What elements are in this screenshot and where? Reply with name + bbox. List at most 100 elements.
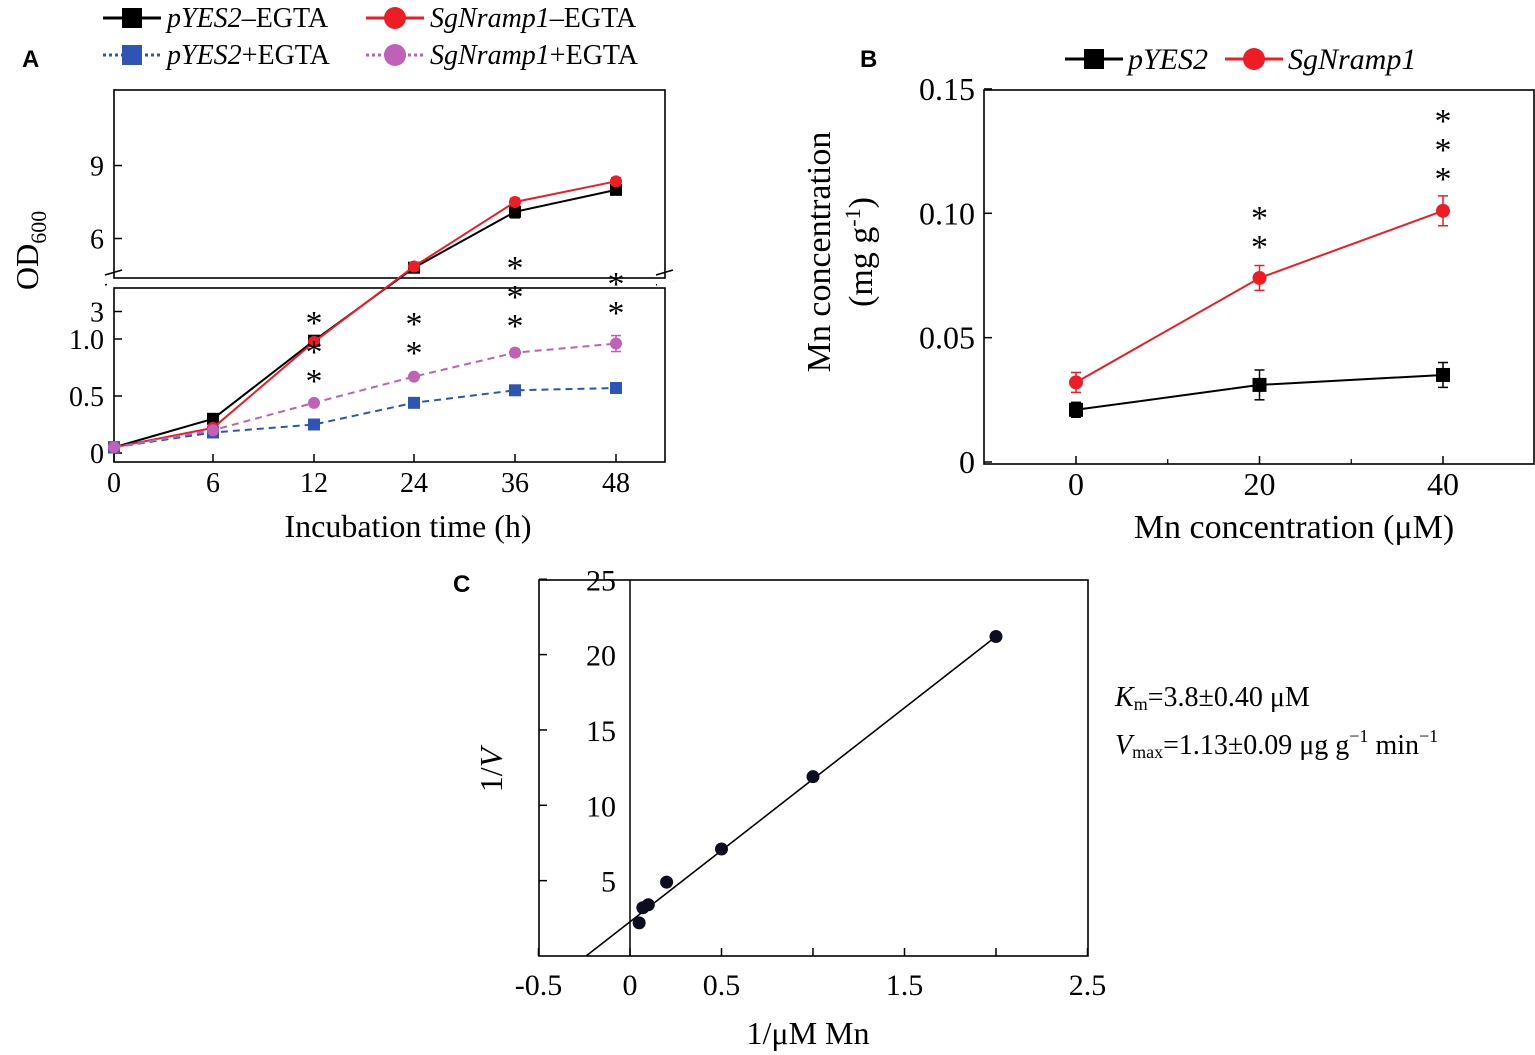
series-line — [113, 180, 617, 449]
annotation-star: * — [306, 334, 323, 371]
x-tick-label: 48 — [602, 468, 630, 499]
legend-marker — [384, 7, 406, 29]
data-point — [1069, 402, 1083, 417]
x-tick-label: 36 — [501, 468, 529, 499]
panel-label-b: B — [860, 46, 877, 73]
chart-a-frame-lower — [113, 287, 666, 463]
data-point — [660, 875, 674, 889]
data-point — [509, 346, 521, 359]
data-point — [610, 382, 622, 395]
chart-b-xlabel: Mn concentration (μM) — [1134, 509, 1454, 546]
data-point — [509, 205, 521, 218]
chart-a: pYES2–EGTA SgNramp1–EGTA pYES2+EGTA SgNramp… — [9, 3, 674, 544]
annotation-star: * — [507, 250, 524, 287]
annotation-star: * — [1251, 229, 1268, 266]
significance-stars: *** — [1435, 103, 1452, 198]
x-tick-label: 1.5 — [886, 969, 924, 1002]
x-tick-label: 6 — [206, 468, 220, 499]
y-tick-label: 6 — [90, 225, 104, 256]
chart-c-frame — [538, 579, 1089, 957]
series-2 — [108, 382, 622, 454]
data-point — [1252, 377, 1267, 392]
data-point — [207, 412, 219, 425]
vmax-annotation: Vmax=1.13±0.09 μg g−1 min−1 — [1115, 726, 1438, 762]
series-1 — [108, 175, 622, 454]
data-point — [308, 396, 320, 409]
y-tick-label: 10 — [586, 790, 616, 823]
x-tick-label: 0 — [623, 969, 638, 1002]
legend-label: pYES2 — [1126, 43, 1208, 76]
legend-entry: SgNramp1+EGTA — [366, 40, 639, 71]
annotation-star: * — [608, 266, 625, 303]
data-point — [1252, 270, 1267, 285]
x-tick-label: 2.5 — [1069, 969, 1107, 1002]
y-tick-label: 0 — [959, 444, 975, 480]
significance-stars: *** — [306, 305, 323, 400]
data-point — [408, 370, 420, 383]
y-tick-label: 5 — [601, 866, 616, 899]
x-tick-label: -0.5 — [515, 969, 563, 1002]
data-point — [509, 196, 521, 209]
y-tick-label: 1.0 — [69, 325, 104, 356]
y-tick-label: 0.15 — [919, 71, 975, 107]
significance-stars: *** — [507, 250, 524, 345]
significance-stars: ** — [608, 266, 625, 332]
y-tick-label: 20 — [586, 640, 616, 673]
data-point — [509, 384, 521, 397]
chart-a-frame-upper — [113, 89, 666, 279]
panel-label-a: A — [22, 46, 39, 73]
data-point — [308, 418, 320, 431]
series-3 — [108, 334, 622, 454]
series-1 — [1069, 195, 1450, 394]
y-tick-label: 25 — [586, 564, 616, 597]
annotation-star: * — [507, 279, 524, 316]
data-point — [610, 175, 622, 188]
chart-c: -0.5 0 0.5 1.5 2.5 5 10 15 20 25 1/V 1/μM Mn Km=3… — [473, 564, 1438, 1051]
chart-c-ylabel: 1/V — [473, 744, 509, 792]
y-tick-label: 0.5 — [69, 382, 104, 413]
chart-c-xlabel: 1/μM Mn — [747, 1015, 870, 1051]
annotation-star: * — [507, 308, 524, 345]
x-tick-label: 0 — [107, 468, 121, 499]
legend-label: pYES2–EGTA — [165, 3, 329, 34]
y-tick-label: 15 — [586, 715, 616, 748]
annotation-star: * — [306, 363, 323, 400]
data-point — [108, 441, 120, 454]
legend-marker — [1243, 48, 1265, 70]
y-tick-label: 3 — [90, 298, 104, 329]
annotation-star: * — [306, 305, 323, 342]
legend-label: SgNramp1–EGTA — [430, 3, 637, 34]
legend-entry: SgNramp1–EGTA — [366, 3, 637, 34]
data-point — [408, 396, 420, 409]
annotation-star: * — [1435, 103, 1452, 140]
legend-marker — [122, 8, 142, 28]
data-point — [1436, 203, 1450, 218]
data-point — [408, 260, 420, 273]
y-tick-label: 9 — [90, 152, 104, 183]
y-tick-label: 0.10 — [919, 195, 975, 231]
series-line — [113, 342, 617, 449]
x-tick-label: 0 — [1068, 466, 1084, 502]
x-tick-label: 24 — [400, 468, 428, 499]
km-annotation: Km=3.8±0.40 μM — [1114, 682, 1310, 714]
legend-entry: pYES2+EGTA — [103, 40, 331, 71]
chart-b-ylabel-line2: (mg g-1) — [840, 197, 880, 307]
data-point — [610, 337, 622, 350]
series-line — [113, 188, 617, 449]
legend-marker — [1084, 49, 1104, 69]
chart-b-legend: pYES2 SgNramp1 — [1065, 43, 1416, 76]
data-point — [641, 898, 655, 912]
y-tick-label: 0 — [90, 439, 104, 470]
legend-marker — [122, 45, 142, 65]
data-point — [308, 335, 320, 348]
data-point — [1436, 367, 1450, 382]
data-point — [1069, 375, 1083, 390]
legend-entry: SgNramp1 — [1225, 43, 1416, 76]
annotation-star: * — [608, 295, 625, 332]
series-line — [113, 387, 617, 449]
legend-label: SgNramp1 — [1288, 43, 1416, 76]
annotation-star: * — [1435, 161, 1452, 198]
series-0 — [1069, 361, 1450, 418]
data-point — [207, 424, 219, 437]
